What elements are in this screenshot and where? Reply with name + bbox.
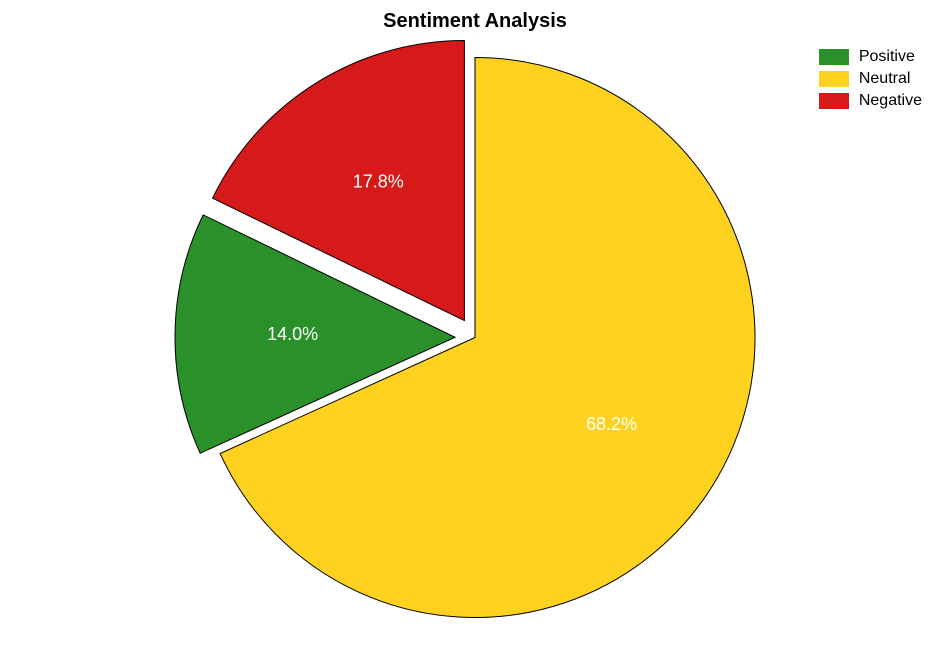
legend-label: Negative: [859, 92, 922, 110]
legend-swatch: [819, 93, 849, 109]
legend-item: Negative: [819, 92, 922, 110]
legend-swatch: [819, 49, 849, 65]
pie-slice-label: 68.2%: [586, 414, 637, 434]
legend-item: Positive: [819, 48, 922, 66]
pie-slice-label: 14.0%: [267, 324, 318, 344]
pie-chart: 68.2% 14.0% 17.8%: [165, 28, 785, 653]
legend-label: Positive: [859, 48, 915, 66]
chart-legend: Positive Neutral Negative: [819, 48, 922, 114]
pie-slice-label: 17.8%: [353, 172, 404, 192]
legend-label: Neutral: [859, 70, 911, 88]
legend-swatch: [819, 71, 849, 87]
legend-item: Neutral: [819, 70, 922, 88]
